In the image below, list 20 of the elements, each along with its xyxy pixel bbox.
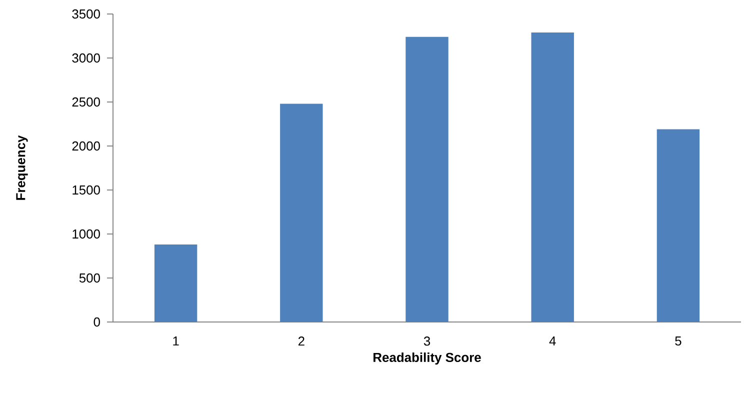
y-tick-label: 2500 <box>72 97 100 107</box>
y-tick-label: 3500 <box>72 9 100 19</box>
y-tick-label: 500 <box>79 273 100 283</box>
bar <box>656 129 700 322</box>
x-tick-label: 4 <box>549 336 556 346</box>
x-tick-label: 2 <box>298 336 304 346</box>
x-tick-label: 3 <box>424 336 430 346</box>
y-tick-label: 2000 <box>72 141 100 151</box>
bar <box>280 104 323 322</box>
y-axis-title: Frequency <box>16 135 28 200</box>
x-tick-label: 1 <box>173 336 179 346</box>
x-tick-label: 5 <box>675 336 682 346</box>
y-tick-label: 3000 <box>72 53 100 63</box>
bar <box>531 32 574 322</box>
bar <box>154 244 198 322</box>
y-tick-label: 0 <box>94 317 100 327</box>
y-tick-label: 1500 <box>72 185 100 195</box>
bar <box>406 36 448 322</box>
y-tick-label: 1000 <box>72 229 100 239</box>
x-axis-title: Readability Score <box>374 352 481 365</box>
